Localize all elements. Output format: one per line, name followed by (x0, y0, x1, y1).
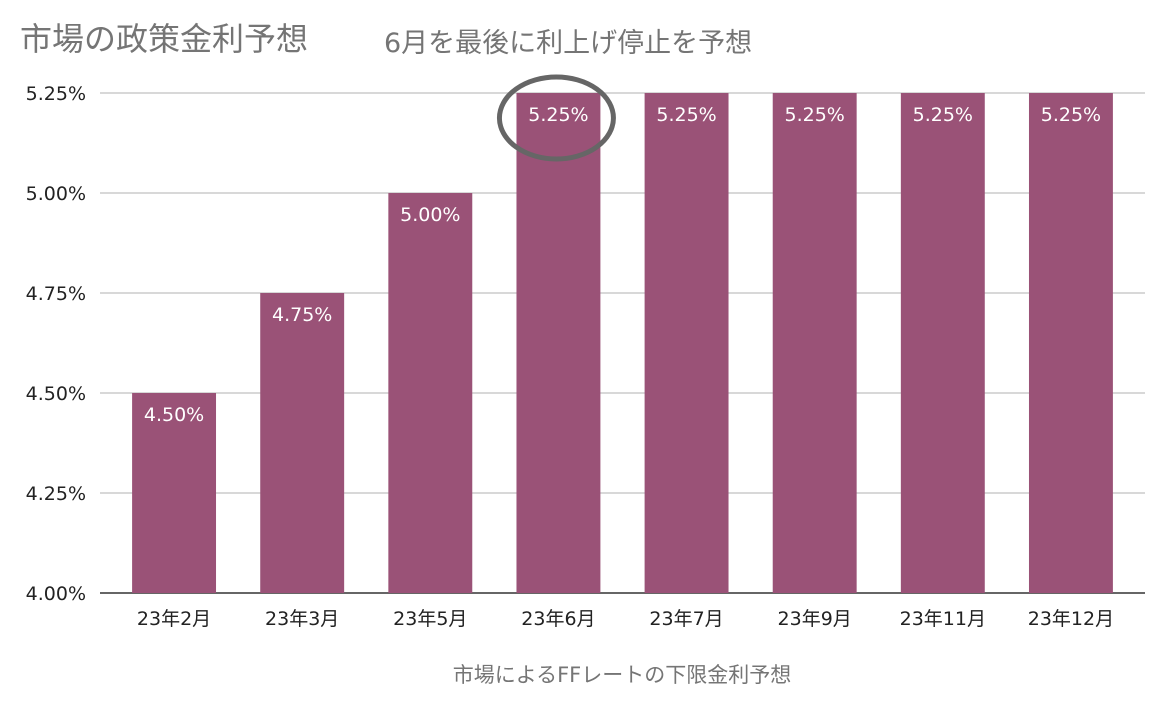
bar-value-label: 5.25% (785, 104, 845, 126)
y-tick-label: 4.25% (26, 483, 86, 505)
x-tick-label: 23年6月 (521, 608, 595, 630)
chart-title: 市場の政策金利予想 (20, 20, 308, 58)
gridlines (100, 92, 1145, 594)
chart-subtitle: 6月を最後に利上げ停止を予想 (384, 28, 752, 59)
annotations (496, 74, 616, 162)
bar (900, 93, 985, 593)
bars: 4.50% 4.75% 5.00% 5.25% 5.25% 5.25% 5.25% 5.25% (132, 93, 1113, 593)
x-tick-label: 23年5月 (393, 608, 467, 630)
highlight-circle (496, 74, 616, 162)
x-tick-label: 23年7月 (649, 608, 723, 630)
x-tick-label: 23年11月 (900, 608, 986, 630)
bar-value-label: 5.25% (528, 104, 588, 126)
y-axis-ticks: 4.00% 4.25% 4.50% 4.75% 5.00% 5.25% (26, 83, 86, 605)
y-tick-label: 4.50% (26, 383, 86, 405)
bar-value-label: 5.25% (1041, 104, 1101, 126)
bar (1028, 93, 1113, 593)
x-tick-label: 23年9月 (778, 608, 852, 630)
x-axis-ticks: 23年2月 23年3月 23年5月 23年6月 23年7月 23年9月 23年11月 23年1… (137, 608, 1114, 630)
bar (516, 93, 601, 593)
y-tick-label: 4.75% (26, 283, 86, 305)
bar-value-label: 5.25% (913, 104, 973, 126)
y-tick-label: 5.00% (26, 183, 86, 205)
bar (644, 93, 729, 593)
x-tick-label: 23年12月 (1028, 608, 1114, 630)
x-axis-title: 市場によるFFレートの下限金利予想 (453, 663, 792, 687)
bar-value-label: 5.25% (656, 104, 716, 126)
bar-value-label: 5.00% (400, 204, 460, 226)
bar-value-label: 4.50% (144, 404, 204, 426)
bar (388, 193, 473, 593)
y-tick-label: 4.00% (26, 583, 86, 605)
bar (772, 93, 857, 593)
bar (132, 393, 217, 593)
x-tick-label: 23年3月 (265, 608, 339, 630)
y-tick-label: 5.25% (26, 83, 86, 105)
bar-value-label: 4.75% (272, 304, 332, 326)
x-tick-label: 23年2月 (137, 608, 211, 630)
bar (260, 293, 345, 593)
